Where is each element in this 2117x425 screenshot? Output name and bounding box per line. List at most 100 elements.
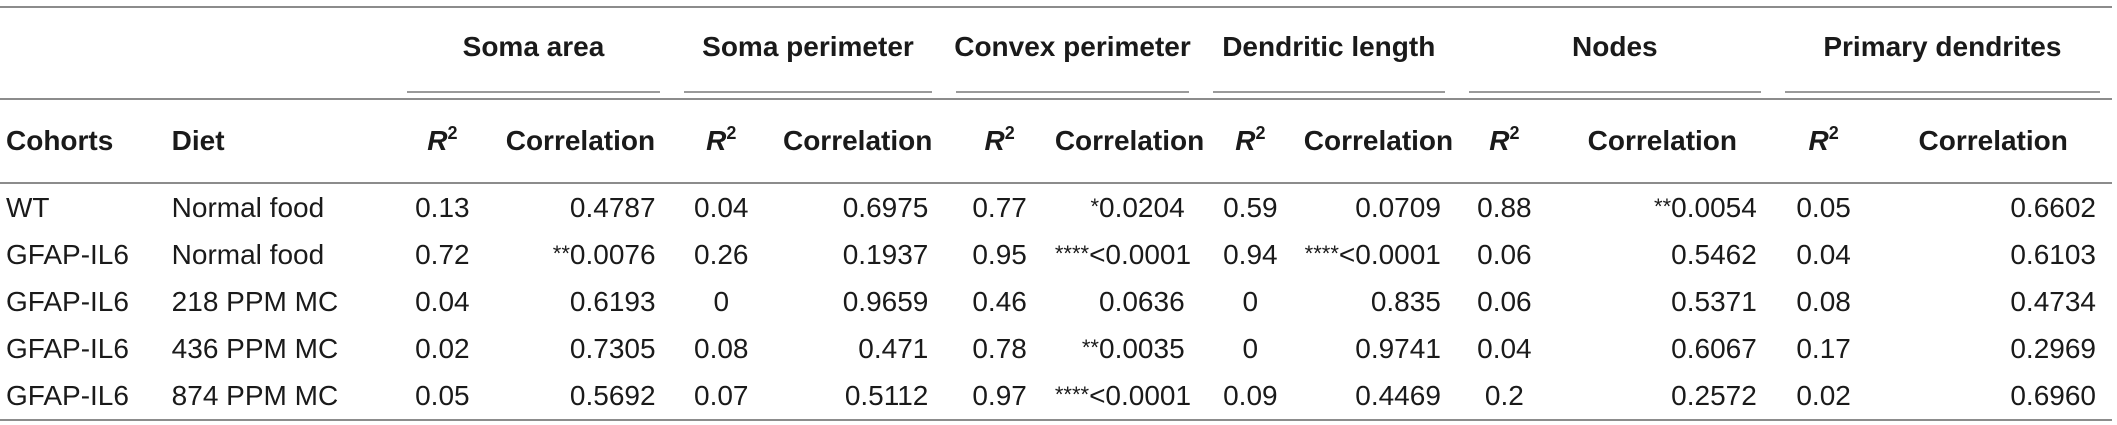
group-underline [1784, 91, 2100, 93]
correlation-value: 0.6975 [842, 191, 929, 223]
r2-value-cell: 0.94 [1223, 238, 1278, 270]
correlation-value-cell: 0.5112 [770, 372, 945, 421]
group-underline [407, 91, 660, 93]
r2-value-cell: 0.17 [1796, 332, 1851, 364]
correlation-value-cell: ****<0.0001 [1300, 231, 1457, 278]
group-header-primary-dendrites: Primary dendrites [1772, 6, 2112, 86]
significance-stars: **** [1304, 240, 1339, 266]
correlation-value-cell: 0.6975 [770, 182, 945, 231]
correlation-value-cell: 0.6067 [1552, 325, 1773, 372]
table-row: GFAP-IL6 874 PPM MC 0.05 0.5692 0.07 0.5112 0.… [0, 372, 2112, 421]
column-header-r2: R2 [671, 98, 771, 183]
r2-exponent: 2 [1255, 123, 1266, 143]
correlation-value: 0.5692 [569, 379, 656, 411]
r2-value-cell: 0.72 [415, 238, 470, 270]
correlation-value: 0.6193 [569, 285, 656, 317]
r2-value-cell: 0 [1242, 285, 1259, 317]
r2-value-cell: 0.13 [395, 182, 490, 231]
group-underline [956, 91, 1189, 93]
correlation-value: 0.1937 [842, 238, 929, 270]
r2-value-cell: 0.04 [671, 182, 771, 231]
diet-cell: 436 PPM MC [171, 332, 339, 364]
group-header-dendritic-length: Dendritic length [1200, 6, 1457, 86]
column-header-cohorts: Cohorts [0, 98, 166, 183]
correlation-value-cell: ****<0.0001 [1054, 372, 1201, 421]
column-header-row: Cohorts Diet R2 Correlation R2 Correlation R… [0, 98, 2112, 183]
r2-symbol: R [1808, 125, 1829, 156]
correlation-value: 0.6067 [1671, 332, 1757, 364]
correlation-value-cell: 0.9741 [1300, 325, 1457, 372]
correlation-value-cell: 0.6193 [489, 278, 671, 325]
r2-value-cell: 0 [1242, 332, 1259, 364]
r2-value-cell: 0.04 [415, 285, 470, 317]
correlation-value: 0.6103 [2010, 238, 2096, 270]
group-underline [1212, 91, 1445, 93]
correlation-value: <0.0001 [1338, 238, 1441, 270]
r2-exponent: 2 [1004, 123, 1015, 143]
correlation-value-cell: 0.5371 [1552, 278, 1773, 325]
correlation-value-cell: 0.5692 [489, 372, 672, 421]
r2-value-cell: 0.78 [972, 332, 1027, 364]
correlation-value: 0.5371 [1671, 285, 1757, 317]
table-row: GFAP-IL6 Normal food 0.72 **0.0076 0.26 0.193… [0, 231, 2112, 278]
significance-stars: ** [1654, 193, 1672, 219]
correlation-value: 0.6602 [2010, 191, 2096, 223]
r2-value-cell: 0.06 [1477, 285, 1532, 317]
diet-cell: Normal food [171, 238, 325, 270]
correlation-value: 0.0636 [1099, 285, 1185, 317]
r2-value-cell: 0.05 [1772, 182, 1875, 231]
cohort-cell: WT [0, 182, 166, 231]
r2-value-cell: 0.2 [1456, 372, 1552, 421]
column-header-diet: Diet [165, 98, 396, 183]
diet-cell: 218 PPM MC [171, 285, 339, 317]
correlation-value-cell: 0.2969 [1874, 325, 2112, 372]
r2-value-cell: 0.09 [1200, 372, 1301, 421]
cohort-cell: GFAP-IL6 [6, 285, 129, 317]
correlation-value-cell: **0.0076 [489, 231, 671, 278]
correlation-value: 0.9659 [842, 285, 929, 317]
column-header-correlation: Correlation [489, 98, 672, 183]
r2-value-cell: 0.02 [415, 332, 470, 364]
r2-value-cell: 0.59 [1200, 182, 1301, 231]
column-header-correlation: Correlation [1300, 98, 1457, 183]
r2-value-cell: 0.97 [944, 372, 1055, 421]
correlation-value-cell: 0.6960 [1874, 372, 2112, 421]
r2-value-cell: 0 [713, 285, 730, 317]
r2-value-cell: 0.04 [1796, 238, 1851, 270]
r2-symbol: R [984, 125, 1005, 156]
column-header-r2: R2 [1772, 98, 1875, 183]
r2-value-cell: 0.77 [944, 182, 1055, 231]
r2-exponent: 2 [447, 123, 458, 143]
correlation-value: 0.5462 [1671, 238, 1757, 270]
correlation-table: Soma area Soma perimeter Convex perimete… [0, 6, 2112, 421]
correlation-value-cell: 0.7305 [489, 325, 671, 372]
correlation-value: 0.0076 [569, 238, 656, 270]
cohort-cell: GFAP-IL6 [0, 372, 166, 421]
r2-value-cell: 0.08 [694, 332, 749, 364]
r2-symbol: R [1235, 125, 1256, 156]
table-row: WT Normal food 0.13 0.4787 0.04 0.6975 0.77 *0.… [0, 182, 2112, 231]
table-row: GFAP-IL6 436 PPM MC 0.02 0.7305 0.08 0.471 0.7… [0, 325, 2112, 372]
group-header-soma-area: Soma area [395, 6, 672, 86]
correlation-value-cell: 0.0636 [1055, 278, 1201, 325]
correlation-value: 0.4469 [1355, 379, 1441, 411]
column-header-r2: R2 [944, 98, 1055, 183]
correlation-value: 0.0709 [1355, 191, 1441, 223]
r2-exponent: 2 [1509, 123, 1520, 143]
group-header-soma-perimeter: Soma perimeter [671, 6, 945, 86]
r2-value-cell: 0.06 [1477, 238, 1532, 270]
correlation-value: <0.0001 [1089, 238, 1192, 270]
r2-value-cell: 0.46 [972, 285, 1027, 317]
r2-value-cell: 0.88 [1456, 182, 1552, 231]
correlation-value-cell: 0.1937 [771, 231, 944, 278]
correlation-value-cell: 0.4469 [1300, 372, 1457, 421]
column-header-correlation: Correlation [1551, 98, 1773, 183]
column-header-r2: R2 [1456, 98, 1552, 183]
correlation-value: 0.471 [858, 332, 929, 364]
column-header-correlation: Correlation [770, 98, 945, 183]
diet-cell: Normal food [165, 182, 396, 231]
correlation-value-cell: 0.0709 [1300, 182, 1457, 231]
correlation-value: 0.6960 [2010, 379, 2096, 411]
r2-exponent: 2 [1828, 123, 1839, 143]
column-header-correlation: Correlation [1054, 98, 1204, 183]
